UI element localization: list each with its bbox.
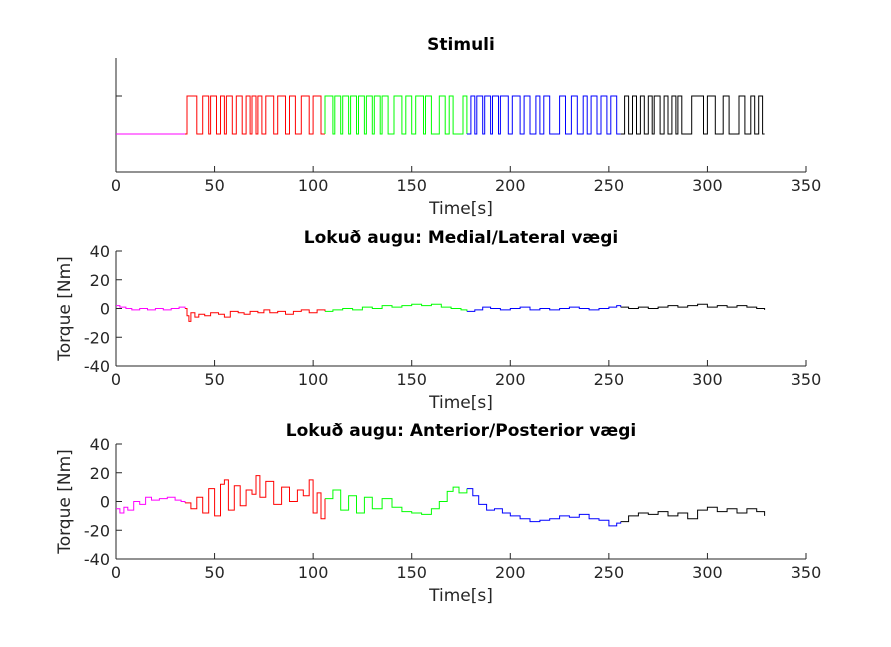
- chart-title: Lokuð augu: Medial/Lateral vægi: [304, 228, 618, 248]
- x-tick-label: 350: [791, 563, 822, 582]
- series-line-1: [185, 308, 326, 322]
- y-axis-label: Torque [Nm]: [55, 449, 75, 555]
- y-tick-label: 0: [100, 493, 110, 512]
- y-tick-label: 0: [100, 300, 110, 319]
- medial-lateral-subplot: 0 50 100 150 200 250 300 350 -40 -20 0 20 40 Lokuð au…: [55, 228, 821, 413]
- x-axis-label: Time[s]: [428, 199, 493, 219]
- x-tick-label: 350: [791, 176, 822, 195]
- y-tick-label: 40: [90, 242, 110, 261]
- series-line-2: [324, 95, 468, 135]
- y-axis-label: Torque [Nm]: [55, 256, 75, 362]
- x-tick-label: 50: [204, 563, 224, 582]
- x-tick-label: 300: [692, 370, 723, 389]
- x-tick-label: 50: [204, 176, 224, 195]
- x-tick-label: 250: [594, 370, 625, 389]
- x-axis-label: Time[s]: [428, 393, 493, 413]
- chart-title: Lokuð augu: Anterior/Posterior vægi: [286, 421, 636, 441]
- x-tick-label: 300: [692, 176, 723, 195]
- x-tick-label: 200: [495, 563, 526, 582]
- x-tick-label: 100: [298, 176, 329, 195]
- x-tick-label: 150: [396, 176, 427, 195]
- y-tick-label: -40: [84, 550, 110, 569]
- y-tick-label: -40: [84, 357, 110, 376]
- series-line-4: [620, 303, 766, 310]
- y-tick-label: -20: [84, 328, 110, 347]
- x-tick-label: 0: [111, 370, 121, 389]
- stimuli-subplot: 0 50 100 150 200 250 300 350 Stimuli Time[s]: [111, 35, 821, 219]
- y-tick-label: -20: [84, 521, 110, 540]
- x-tick-label: 150: [396, 563, 427, 582]
- series-line-1: [185, 475, 326, 520]
- x-tick-label: 50: [204, 370, 224, 389]
- series-line-3: [466, 95, 621, 135]
- x-tick-label: 0: [111, 563, 121, 582]
- x-tick-label: 350: [791, 370, 822, 389]
- y-tick-label: 20: [90, 271, 110, 290]
- x-tick-label: 0: [111, 176, 121, 195]
- x-tick-label: 200: [495, 370, 526, 389]
- x-tick-label: 100: [298, 370, 329, 389]
- x-tick-label: 150: [396, 370, 427, 389]
- x-tick-label: 300: [692, 563, 723, 582]
- series-line-3: [466, 305, 622, 312]
- series-line-0: [116, 305, 186, 311]
- series-line-0: [116, 496, 186, 514]
- series-line-2: [325, 303, 468, 312]
- x-tick-label: 250: [594, 563, 625, 582]
- anterior-posterior-subplot: 0 50 100 150 200 250 300 350 -40 -20 0 20 40 Lokuð au…: [55, 421, 821, 606]
- x-tick-label: 100: [298, 563, 329, 582]
- y-tick-label: 40: [90, 435, 110, 454]
- chart-title: Stimuli: [427, 35, 495, 55]
- series-line-3: [466, 488, 622, 527]
- y-tick-label: 20: [90, 464, 110, 483]
- series-line-2: [325, 486, 468, 515]
- series-line-1: [185, 95, 325, 135]
- x-axis-label: Time[s]: [428, 586, 493, 606]
- series-line-4: [620, 506, 766, 523]
- x-tick-label: 250: [594, 176, 625, 195]
- series-line-4: [620, 95, 765, 135]
- x-tick-label: 200: [495, 176, 526, 195]
